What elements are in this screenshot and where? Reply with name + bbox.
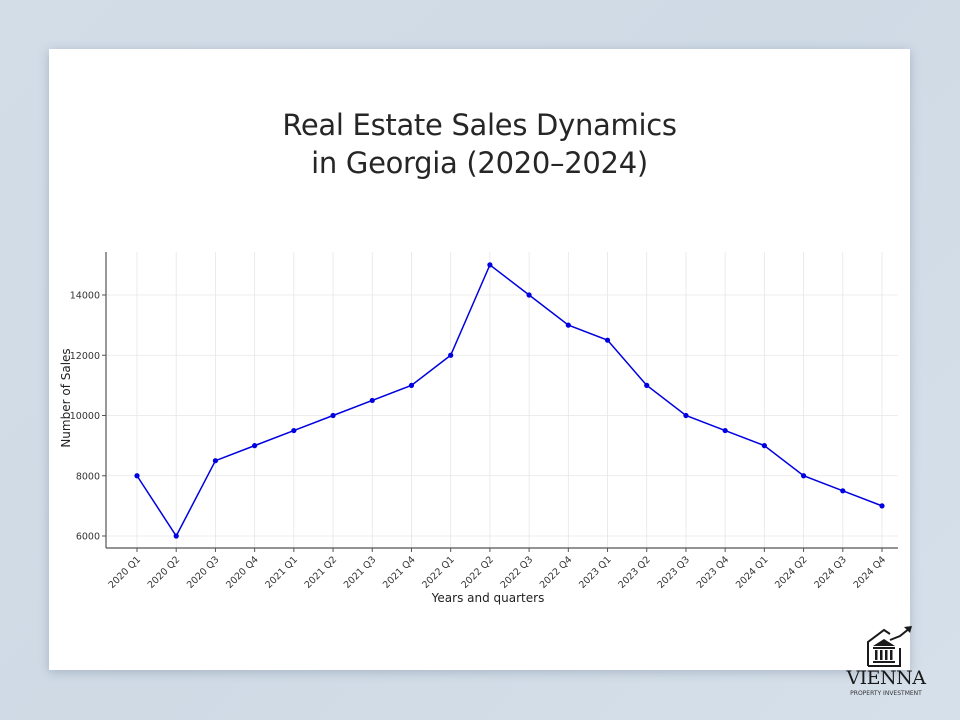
x-tick-label: 2020 Q3 <box>185 554 222 591</box>
chart-title: Real Estate Sales Dynamics in Georgia (2… <box>49 106 910 182</box>
x-tick-label: 2022 Q3 <box>499 554 536 591</box>
data-point <box>173 533 179 539</box>
building-growth-icon <box>867 626 912 667</box>
x-tick-label: 2024 Q3 <box>812 554 849 591</box>
data-series <box>134 262 885 539</box>
data-point <box>212 458 219 464</box>
vienna-logo: VIENNA PROPERTY INVESTMENT <box>838 626 938 706</box>
data-point <box>252 443 258 449</box>
data-point <box>840 488 846 494</box>
x-tick-label: 2022 Q4 <box>538 554 575 591</box>
y-tick-label: 8000 <box>76 471 100 482</box>
x-tick-label: 2023 Q3 <box>655 554 692 591</box>
data-point <box>408 382 415 388</box>
x-tick-label: 2024 Q1 <box>734 554 771 591</box>
x-tick-label: 2021 Q4 <box>381 554 418 591</box>
x-tick-label: 2021 Q3 <box>342 554 379 591</box>
logo-name: VIENNA <box>846 667 926 689</box>
x-tick-label: 2022 Q2 <box>459 554 496 591</box>
data-point <box>134 473 140 479</box>
x-tick-label: 2023 Q1 <box>577 554 614 591</box>
x-axis-ticks: 2020 Q1 2020 Q2 2020 Q3 2020 Q4 2021 Q1 2021 … <box>107 548 889 591</box>
y-axis-label: Number of Sales <box>59 348 73 447</box>
series-line <box>136 263 883 538</box>
data-point <box>800 473 807 479</box>
axes <box>105 252 898 549</box>
x-tick-label: 2020 Q4 <box>224 554 261 591</box>
y-tick-label: 6000 <box>76 532 100 543</box>
logo-subtitle: PROPERTY INVESTMENT <box>850 690 922 697</box>
x-tick-label: 2023 Q4 <box>695 554 732 591</box>
x-tick-label: 2024 Q4 <box>852 554 889 591</box>
x-axis-label: Years and quarters <box>431 591 545 605</box>
y-tick-label: 14000 <box>70 291 100 302</box>
x-tick-label: 2021 Q2 <box>303 554 340 591</box>
grid-lines <box>106 252 898 548</box>
chart-card <box>49 49 910 670</box>
chart-title-line-1: Real Estate Sales Dynamics <box>282 108 677 142</box>
y-axis-ticks: 6000 8000 10000 12000 14000 <box>70 291 106 543</box>
data-point <box>565 322 571 328</box>
data-point <box>879 503 885 509</box>
data-point <box>448 352 454 358</box>
chart-title-line-2: in Georgia (2020–2024) <box>311 146 648 180</box>
x-tick-label: 2020 Q2 <box>146 554 183 591</box>
data-point <box>604 337 611 343</box>
x-tick-label: 2020 Q1 <box>107 554 144 591</box>
x-tick-label: 2023 Q2 <box>616 554 653 591</box>
data-point <box>761 443 767 449</box>
data-point <box>487 262 493 268</box>
data-point <box>683 412 689 419</box>
x-tick-label: 2022 Q1 <box>420 554 457 591</box>
x-tick-label: 2021 Q1 <box>263 554 300 591</box>
y-tick-label: 12000 <box>70 351 100 362</box>
data-point <box>526 292 532 298</box>
data-point <box>369 397 375 404</box>
data-point <box>644 382 650 388</box>
x-tick-label: 2024 Q2 <box>773 554 810 591</box>
data-point <box>330 412 336 419</box>
y-tick-label: 10000 <box>70 411 100 422</box>
data-point <box>722 427 728 434</box>
data-point <box>291 427 297 434</box>
